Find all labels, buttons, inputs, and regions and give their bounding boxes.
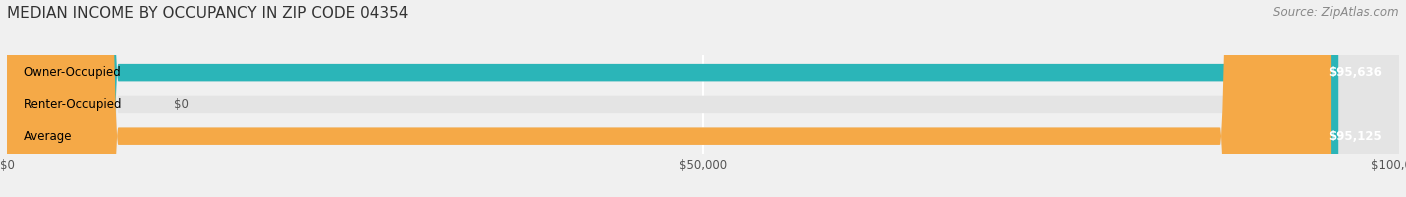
FancyBboxPatch shape — [7, 0, 1399, 197]
Text: MEDIAN INCOME BY OCCUPANCY IN ZIP CODE 04354: MEDIAN INCOME BY OCCUPANCY IN ZIP CODE 0… — [7, 6, 408, 21]
FancyBboxPatch shape — [7, 0, 49, 197]
FancyBboxPatch shape — [7, 0, 1399, 197]
FancyBboxPatch shape — [7, 0, 1339, 197]
Text: Owner-Occupied: Owner-Occupied — [24, 66, 121, 79]
FancyBboxPatch shape — [7, 0, 1399, 197]
FancyBboxPatch shape — [7, 0, 1331, 197]
Text: Average: Average — [24, 130, 72, 143]
Text: Renter-Occupied: Renter-Occupied — [24, 98, 122, 111]
Text: $95,636: $95,636 — [1329, 66, 1382, 79]
Text: $95,125: $95,125 — [1329, 130, 1382, 143]
Text: $0: $0 — [174, 98, 188, 111]
Text: Source: ZipAtlas.com: Source: ZipAtlas.com — [1274, 6, 1399, 19]
